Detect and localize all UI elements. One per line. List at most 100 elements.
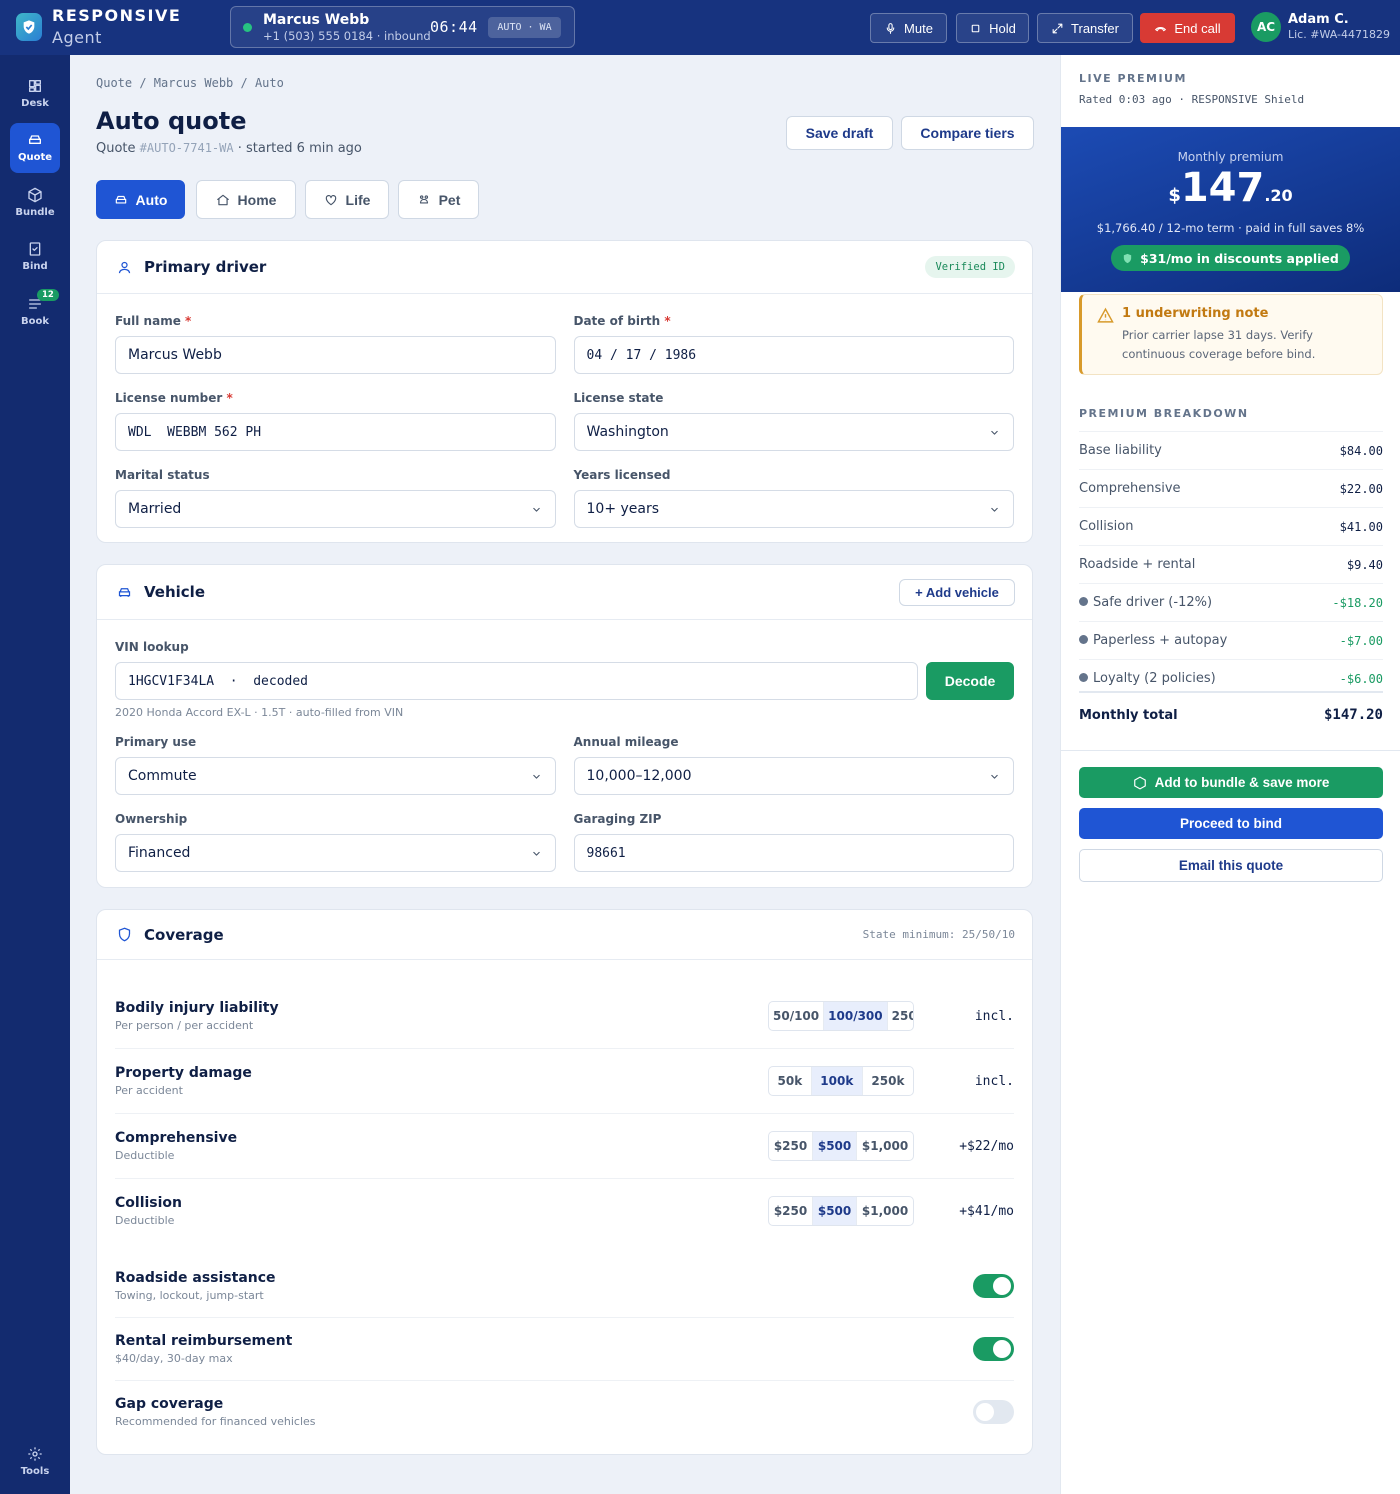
premium-whole: 147 xyxy=(1180,165,1265,211)
avatar[interactable]: AC xyxy=(1251,12,1281,42)
field: Primary use Commute xyxy=(115,735,556,795)
call-control[interactable]: End call xyxy=(1140,13,1235,43)
total-row: Monthly total $147.20 xyxy=(1079,691,1383,737)
field: License state Washington xyxy=(573,391,1014,451)
toggle-knob xyxy=(993,1340,1011,1358)
text-input[interactable]: 04 / 17 / 1986 xyxy=(573,336,1014,374)
text-input[interactable]: WDL WEBBM 562 PH xyxy=(115,413,556,451)
segment[interactable]: 50k xyxy=(777,1074,803,1088)
subtitle-tail: · started 6 min ago xyxy=(237,141,362,156)
nav-item[interactable]: Bundle xyxy=(10,177,60,227)
nav-item[interactable]: Quote xyxy=(10,122,60,173)
icon xyxy=(1097,307,1114,323)
segment[interactable]: 100k xyxy=(810,1067,862,1095)
tab[interactable]: Auto xyxy=(96,180,185,219)
select[interactable]: Commute xyxy=(115,757,556,795)
toggle[interactable] xyxy=(973,1274,1014,1298)
email-button[interactable]: Email this quote xyxy=(1079,849,1383,882)
premium-amount: $147.20 xyxy=(1061,166,1400,218)
segment[interactable]: 250k xyxy=(861,1067,913,1095)
nav-item[interactable]: Desk xyxy=(10,68,60,118)
field-value: 98661 xyxy=(586,845,626,861)
toggle[interactable] xyxy=(973,1337,1014,1361)
decode-button[interactable]: Decode xyxy=(926,662,1014,700)
segment[interactable]: $1,000 xyxy=(856,1132,913,1160)
vin-input[interactable]: 1HGCV1F34LA · decoded xyxy=(115,662,918,700)
nav-item[interactable]: Book 12 xyxy=(10,286,60,336)
select[interactable]: 10+ years xyxy=(573,490,1014,528)
segment[interactable]: $500 xyxy=(812,1132,857,1160)
segment[interactable]: 250/500 xyxy=(886,1002,913,1030)
field-label: Full name * xyxy=(115,314,556,328)
segment[interactable]: 50/100 xyxy=(773,1009,820,1023)
addon-info: Rental reimbursement $40/day, 30-day max xyxy=(115,1333,973,1365)
nav-tools[interactable]: Tools xyxy=(10,1436,60,1486)
field-value: WDL WEBBM 562 PH xyxy=(128,424,262,440)
select[interactable]: Washington xyxy=(573,413,1014,451)
coverage-row: Bodily injury liability Per person / per … xyxy=(115,984,1014,1049)
label-text: License number xyxy=(115,391,223,405)
segment[interactable]: $250 xyxy=(773,1204,808,1218)
discount-bullet xyxy=(1079,597,1088,606)
brand-sub: Agent xyxy=(52,28,102,47)
breakdown-label-wrap: Comprehensive xyxy=(1079,481,1181,496)
nav-item[interactable]: Bind xyxy=(10,232,60,282)
bundle-button[interactable]: Add to bundle & save more xyxy=(1079,767,1383,798)
segment[interactable]: 100/300 xyxy=(823,1002,887,1030)
state-minimum: State minimum: 25/50/10 xyxy=(862,928,1015,941)
premium-cents: .20 xyxy=(1264,186,1293,205)
breakdown-amount: $9.40 xyxy=(1346,557,1383,572)
vin-row: 1HGCV1F34LA · decoded Decode xyxy=(115,662,1014,700)
save-draft[interactable]: Save draft xyxy=(786,116,893,150)
breakdown-amount: -$18.20 xyxy=(1332,595,1383,610)
label-text: Primary use xyxy=(115,735,197,749)
logo-icon xyxy=(23,20,35,34)
addon-row: Gap coverage Recommended for financed veh… xyxy=(115,1381,1014,1443)
coverage-detail: Per accident xyxy=(115,1084,183,1097)
call-control[interactable]: Mute xyxy=(870,13,947,43)
segment[interactable]: $1,000 xyxy=(856,1197,913,1225)
text-input[interactable]: Marcus Webb xyxy=(115,336,556,374)
icon xyxy=(27,132,43,148)
icon xyxy=(324,193,338,207)
icon-glyph xyxy=(325,194,336,205)
coverage-detail: Deductible xyxy=(115,1149,175,1162)
field-label: Marital status xyxy=(115,468,556,482)
segment[interactable]: $500 xyxy=(812,1197,857,1225)
compare-tiers[interactable]: Compare tiers xyxy=(901,116,1034,150)
label-text: Annual mileage xyxy=(573,735,679,749)
icon-glyph xyxy=(29,79,41,92)
icon-glyph xyxy=(28,187,42,202)
bind-button[interactable]: Proceed to bind xyxy=(1079,808,1383,839)
tab[interactable]: Pet xyxy=(398,180,479,219)
select[interactable]: Financed xyxy=(115,834,556,872)
breakdown-label-wrap: Paperless + autopay xyxy=(1079,633,1227,648)
field-value: 04 / 17 / 1986 xyxy=(586,347,697,363)
addon-info: Roadside assistance Towing, lockout, jump… xyxy=(115,1270,973,1302)
select[interactable]: 10,000–12,000 xyxy=(573,757,1014,795)
quote-id: #AUTO-7741-WA xyxy=(139,141,234,155)
field-value: Commute xyxy=(128,768,197,784)
toggle[interactable] xyxy=(973,1400,1014,1424)
coverage-limits: Bodily injury liability Per person / per … xyxy=(97,960,1032,1243)
control-label: Transfer xyxy=(1071,20,1119,36)
card-header: Coverage State minimum: 25/50/10 xyxy=(97,910,1032,960)
discount-bullet xyxy=(1079,635,1088,644)
tab[interactable]: Home xyxy=(196,180,296,219)
icon xyxy=(118,261,131,273)
call-control[interactable]: Transfer xyxy=(1037,13,1133,43)
field: Garaging ZIP 98661 xyxy=(573,812,1015,872)
currency: $ xyxy=(1168,185,1181,206)
logo xyxy=(16,13,42,41)
breakdown-label-wrap: Safe driver (-12%) xyxy=(1079,595,1212,610)
field-label: Primary use xyxy=(115,735,556,749)
select[interactable]: Married xyxy=(115,490,556,528)
segment[interactable]: $250 xyxy=(773,1139,808,1153)
field-label: Garaging ZIP xyxy=(574,812,1015,826)
caller-info: +1 (503) 555 0184 · inbound xyxy=(263,29,431,43)
text-input[interactable]: 98661 xyxy=(573,834,1014,872)
tab[interactable]: Life xyxy=(305,180,389,219)
panel-heading: LIVE PREMIUM xyxy=(1079,72,1187,85)
add-vehicle[interactable]: + Add vehicle xyxy=(899,578,1015,606)
call-control[interactable]: Hold xyxy=(956,13,1029,43)
